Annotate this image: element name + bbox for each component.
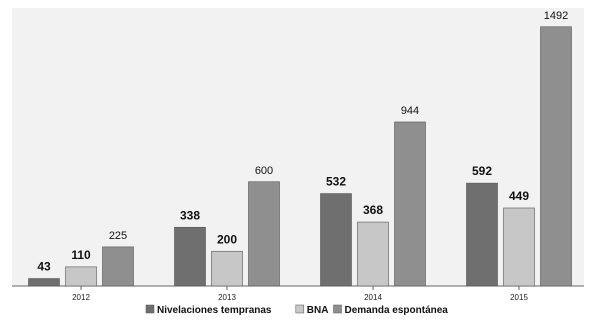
data-label: 449 bbox=[509, 189, 529, 203]
legend-item: Nivelaciones tempranas bbox=[145, 304, 272, 316]
bar-bna-2014 bbox=[357, 221, 389, 287]
bar-bna-2015 bbox=[503, 207, 535, 287]
bar-nivelaciones-tempranas-2014 bbox=[320, 193, 352, 287]
bar-demanda-espont-nea-2014 bbox=[394, 121, 426, 287]
x-tick-label: 2014 bbox=[364, 293, 382, 302]
data-label: 600 bbox=[255, 165, 273, 177]
data-label: 43 bbox=[37, 260, 51, 274]
data-labels-group: 43 338 532 592 110 200 368 449 225 600 944 1492 bbox=[37, 10, 568, 274]
data-label: 368 bbox=[363, 203, 383, 217]
legend: Nivelaciones tempranas BNA Demanda espontá… bbox=[145, 304, 449, 316]
legend-label: Nivelaciones tempranas bbox=[157, 305, 272, 316]
bars-group bbox=[28, 26, 572, 287]
plot-area bbox=[12, 8, 584, 286]
legend-swatch bbox=[333, 304, 342, 314]
legend-swatch bbox=[295, 304, 305, 314]
bar-bna-2012 bbox=[65, 266, 97, 287]
data-label: 225 bbox=[109, 230, 127, 242]
x-tick-label: 2015 bbox=[510, 293, 528, 302]
bar-nivelaciones-tempranas-2015 bbox=[466, 182, 498, 287]
data-label: 200 bbox=[217, 232, 237, 246]
bar-nivelaciones-tempranas-2013 bbox=[174, 226, 206, 287]
bar-bna-2013 bbox=[211, 250, 243, 287]
bar-demanda-espont-nea-2013 bbox=[248, 181, 280, 287]
plot-background bbox=[12, 8, 584, 286]
bar-demanda-espont-nea-2012 bbox=[102, 246, 134, 287]
data-label: 110 bbox=[71, 248, 91, 262]
bar-nivelaciones-tempranas-2012 bbox=[28, 278, 60, 287]
legend-item: Demanda espontánea bbox=[333, 304, 449, 316]
legend-swatch bbox=[145, 304, 155, 314]
data-label: 592 bbox=[472, 164, 492, 178]
legend-label: BNA bbox=[307, 305, 329, 316]
legend-label: Demanda espontánea bbox=[345, 305, 449, 316]
bar-demanda-espont-nea-2015 bbox=[540, 26, 572, 287]
data-label: 532 bbox=[326, 175, 346, 189]
x-axis: 2012 2013 2014 2015 bbox=[12, 285, 584, 302]
data-label: 338 bbox=[180, 208, 200, 222]
x-tick-label: 2012 bbox=[72, 293, 90, 302]
data-label: 1492 bbox=[544, 10, 568, 22]
legend-item: BNA bbox=[295, 304, 329, 316]
x-tick-label: 2013 bbox=[218, 293, 236, 302]
data-label: 944 bbox=[401, 105, 419, 117]
